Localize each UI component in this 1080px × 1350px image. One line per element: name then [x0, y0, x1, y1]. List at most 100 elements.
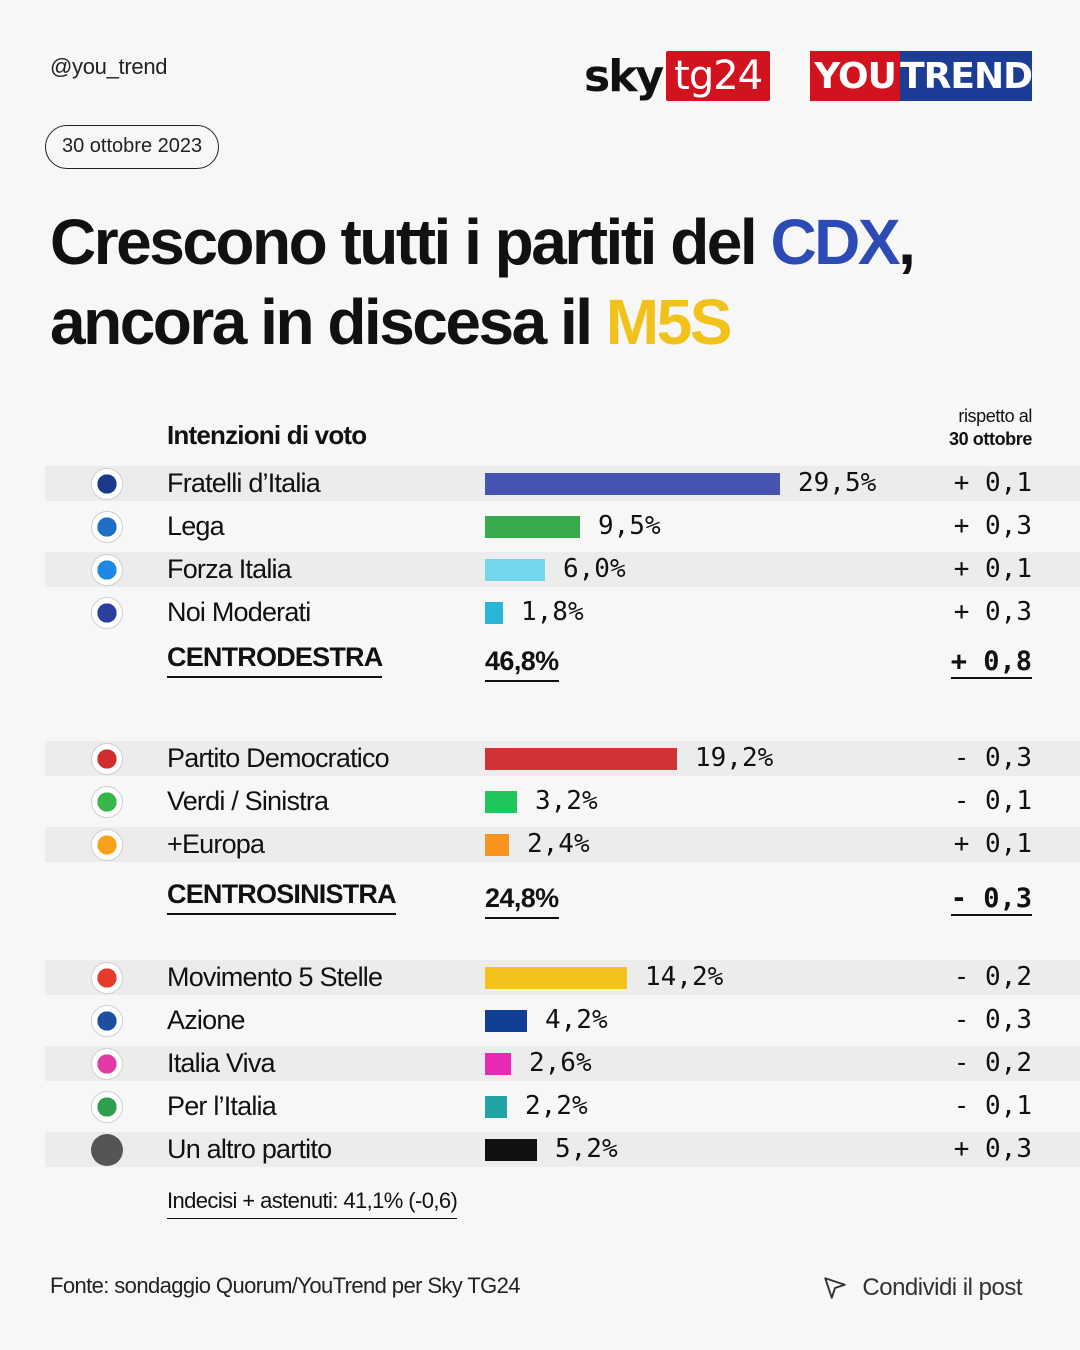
bar-mark [485, 559, 545, 581]
noi-moderati-logo-icon [91, 597, 123, 629]
party-row: Movimento 5 Stelle 14,2% - 0,2 [45, 960, 1080, 995]
delta-value: + 0,1 [953, 554, 1032, 584]
comparison-header: rispetto al 30 ottobre [948, 406, 1032, 449]
date-badge: 30 ottobre 2023 [45, 125, 220, 169]
delta-value: + 0,3 [953, 511, 1032, 541]
forza-italia-logo-icon [91, 554, 123, 586]
coalition-delta: + 0,8 [950, 646, 1032, 679]
delta-value: + 0,1 [953, 829, 1032, 859]
title-highlight-cdx: CDX [770, 206, 900, 278]
undecided-note: Indecisi + astenuti: 41,1% (-0,6) [167, 1188, 458, 1219]
party-row: Verdi / Sinistra 3,2% - 0,1 [45, 784, 1080, 819]
delta-value: + 0,3 [953, 1134, 1032, 1164]
coalition-delta: - 0,3 [950, 883, 1032, 916]
coalition-name: CENTRODESTRA [167, 642, 383, 678]
bar-mark [485, 1139, 537, 1161]
party-name: Movimento 5 Stelle [167, 962, 383, 992]
coalition-total-value: 24,8% [485, 883, 559, 919]
bar-value-label: 5,2% [555, 1134, 618, 1164]
party-name: Un altro partito [167, 1134, 332, 1164]
party-name: Azione [167, 1005, 246, 1035]
bar-value-label: 29,5% [798, 468, 877, 498]
bar-mark [485, 1010, 527, 1032]
party-name: Partito Democratico [167, 743, 390, 773]
bar-mark [485, 602, 503, 624]
party-name: Forza Italia [167, 554, 292, 584]
bar-value-label: 14,2% [645, 962, 724, 992]
share-post-button[interactable]: Condividi il post [822, 1274, 1022, 1302]
send-icon [824, 1277, 847, 1299]
party-name: Fratelli d’Italia [167, 468, 321, 498]
title-highlight-m5s: M5S [605, 286, 733, 358]
party-name: Italia Viva [167, 1048, 276, 1078]
m5s-logo-icon [91, 962, 123, 994]
sky-tg24-logo: sky tg24 [584, 48, 771, 104]
youtrend-logo: YOU TREND [810, 51, 1033, 101]
italia-viva-logo-icon [91, 1048, 123, 1080]
coalition-total-row: CENTRODESTRA 46,8% + 0,8 [45, 642, 1080, 682]
table-column-header: Intenzioni di voto [167, 420, 367, 450]
party-row: Azione 4,2% - 0,3 [45, 1003, 1080, 1038]
delta-value: + 0,3 [953, 597, 1032, 627]
bar-value-label: 2,4% [527, 829, 590, 859]
bar-mark [485, 516, 580, 538]
delta-value: - 0,3 [953, 1005, 1032, 1035]
sky-wordmark: sky [584, 50, 664, 102]
bar-value-label: 2,6% [529, 1048, 592, 1078]
pd-logo-icon [91, 743, 123, 775]
delta-value: - 0,2 [953, 962, 1032, 992]
party-row: Partito Democratico 19,2% - 0,3 [45, 741, 1080, 776]
party-row: Fratelli d’Italia 29,5% + 0,1 [45, 466, 1080, 501]
avs-logo-icon [91, 786, 123, 818]
bar-value-label: 6,0% [563, 554, 626, 584]
party-row: Noi Moderati 1,8% + 0,3 [45, 595, 1080, 630]
delta-value: - 0,3 [953, 743, 1032, 773]
piu-europa-logo-icon [91, 829, 123, 861]
title-line-2: ancora in discesa il M5S [50, 286, 733, 358]
bar-mark [485, 748, 677, 770]
youtrend-trend-wordmark: TREND [900, 51, 1033, 101]
coalition-total-row: CENTROSINISTRA 24,8% - 0,3 [45, 879, 1080, 919]
coalition-total-value: 46,8% [485, 646, 559, 682]
delta-value: - 0,1 [953, 1091, 1032, 1121]
per-l-italia-logo-icon [91, 1091, 123, 1123]
bar-mark [485, 1053, 511, 1075]
delta-value: + 0,1 [953, 468, 1032, 498]
delta-value: - 0,2 [953, 1048, 1032, 1078]
other-party-icon [91, 1134, 123, 1166]
bar-mark [485, 473, 780, 495]
party-name: Lega [167, 511, 225, 541]
bar-value-label: 2,2% [525, 1091, 588, 1121]
bar-value-label: 4,2% [545, 1005, 608, 1035]
party-row: Italia Viva 2,6% - 0,2 [45, 1046, 1080, 1081]
azione-logo-icon [91, 1005, 123, 1037]
bar-mark [485, 1096, 507, 1118]
party-name: Verdi / Sinistra [167, 786, 329, 816]
bar-mark [485, 791, 517, 813]
party-row: Per l’Italia 2,2% - 0,1 [45, 1089, 1080, 1124]
coalition-name: CENTROSINISTRA [167, 879, 397, 915]
delta-value: - 0,1 [953, 786, 1032, 816]
title-line-1: Crescono tutti i partiti del CDX, [50, 206, 916, 278]
party-name: +Europa [167, 829, 265, 859]
party-row: Forza Italia 6,0% + 0,1 [45, 552, 1080, 587]
party-row: Lega 9,5% + 0,3 [45, 509, 1080, 544]
bar-value-label: 9,5% [598, 511, 661, 541]
fdi-logo-icon [91, 468, 123, 500]
lega-logo-icon [91, 511, 123, 543]
party-row: Un altro partito 5,2% + 0,3 [45, 1132, 1080, 1167]
party-name: Noi Moderati [167, 597, 311, 627]
page-title: Crescono tutti i partiti del CDX, ancora… [50, 202, 1050, 362]
youtrend-you-wordmark: YOU [810, 51, 901, 101]
bar-mark [485, 834, 509, 856]
party-name: Per l’Italia [167, 1091, 277, 1121]
bar-value-label: 3,2% [535, 786, 598, 816]
bar-mark [485, 967, 627, 989]
bar-value-label: 19,2% [695, 743, 774, 773]
party-row: +Europa 2,4% + 0,1 [45, 827, 1080, 862]
share-post-label: Condividi il post [862, 1274, 1022, 1301]
tg24-wordmark: tg24 [666, 51, 771, 101]
source-note: Fonte: sondaggio Quorum/YouTrend per Sky… [50, 1273, 521, 1298]
bar-value-label: 1,8% [521, 597, 584, 627]
account-handle: @you_trend [50, 54, 168, 79]
